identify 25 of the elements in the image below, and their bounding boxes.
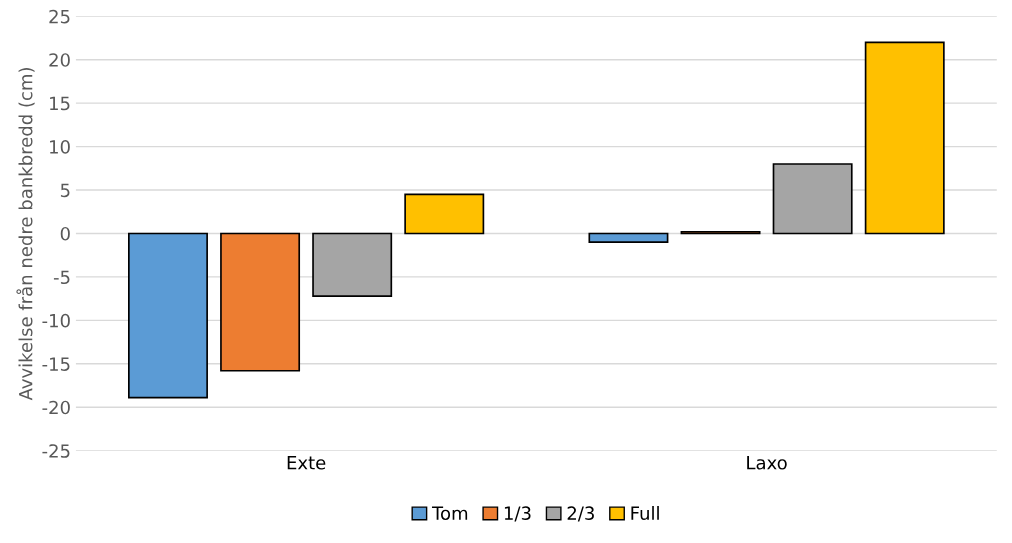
x-tick-label: Exte	[287, 456, 326, 470]
y-tick-label: 15	[50, 96, 70, 111]
bar	[588, 232, 669, 244]
y-tick-label: -5	[53, 270, 70, 285]
legend-label: Full	[631, 506, 659, 521]
y-tick-label: 5	[60, 183, 70, 198]
y-tick-label: 25	[49, 9, 70, 24]
y-tick-label: 10	[50, 140, 70, 154]
y-axis-title: Avvikelse från nedre bankbredd (cm)	[16, 68, 35, 401]
bar	[220, 232, 301, 372]
y-tick-label: -15	[42, 357, 70, 371]
bar	[128, 232, 208, 399]
y-tick-label: 0	[60, 226, 70, 241]
legend-label: Tom	[431, 506, 468, 521]
bar	[312, 232, 393, 297]
legend-label: 1/3	[504, 506, 531, 522]
x-tick-label: Laxo	[747, 456, 787, 470]
y-tick-label: -25	[42, 444, 70, 458]
y-tick-label: -20	[42, 400, 70, 415]
y-tick-label: -10	[42, 313, 70, 328]
y-tick-label: 20	[49, 53, 70, 67]
bar	[864, 41, 945, 235]
legend-label: 2/3	[567, 506, 594, 522]
bar	[772, 163, 853, 235]
bar	[404, 193, 485, 235]
